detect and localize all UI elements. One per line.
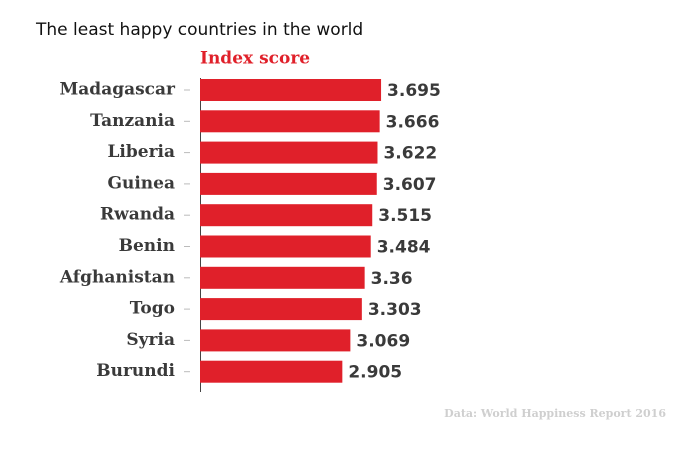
- y-tick-label: Benin: [119, 236, 175, 256]
- chart-title: The least happy countries in the world: [35, 20, 363, 40]
- y-tick-label: Burundi: [96, 361, 175, 381]
- bar: [200, 79, 382, 101]
- bar: [200, 329, 351, 352]
- y-tick-label: Rwanda: [100, 205, 175, 225]
- value-label: 3.303: [368, 300, 422, 320]
- bar: [200, 266, 365, 289]
- bar: [200, 172, 377, 195]
- y-tick-label: Madagascar: [59, 80, 176, 100]
- bar: [200, 204, 373, 227]
- y-tick-label: Guinea: [107, 173, 175, 193]
- value-label: 3.36: [371, 269, 413, 289]
- bar: [200, 360, 343, 383]
- bar: [200, 110, 380, 133]
- chart-subtitle: Index score: [200, 49, 310, 69]
- y-tick-label: Tanzania: [90, 111, 175, 131]
- y-tick-label: Togo: [130, 299, 175, 319]
- y-tick-label: Syria: [126, 330, 175, 350]
- value-label: 3.515: [378, 206, 432, 226]
- bar: [200, 235, 371, 258]
- y-tick-label: Liberia: [107, 142, 175, 162]
- value-label: 3.666: [386, 112, 440, 132]
- value-label: 3.484: [377, 238, 431, 258]
- value-label: 2.905: [348, 363, 402, 383]
- bar: [200, 141, 378, 164]
- y-tick-label: Afghanistan: [59, 267, 175, 287]
- value-label: 3.695: [387, 81, 441, 101]
- bar: [200, 298, 362, 321]
- value-label: 3.622: [383, 144, 437, 164]
- source: Data: World Happiness Report 2016: [444, 407, 666, 420]
- value-label: 3.607: [383, 175, 437, 195]
- value-label: 3.069: [356, 331, 410, 351]
